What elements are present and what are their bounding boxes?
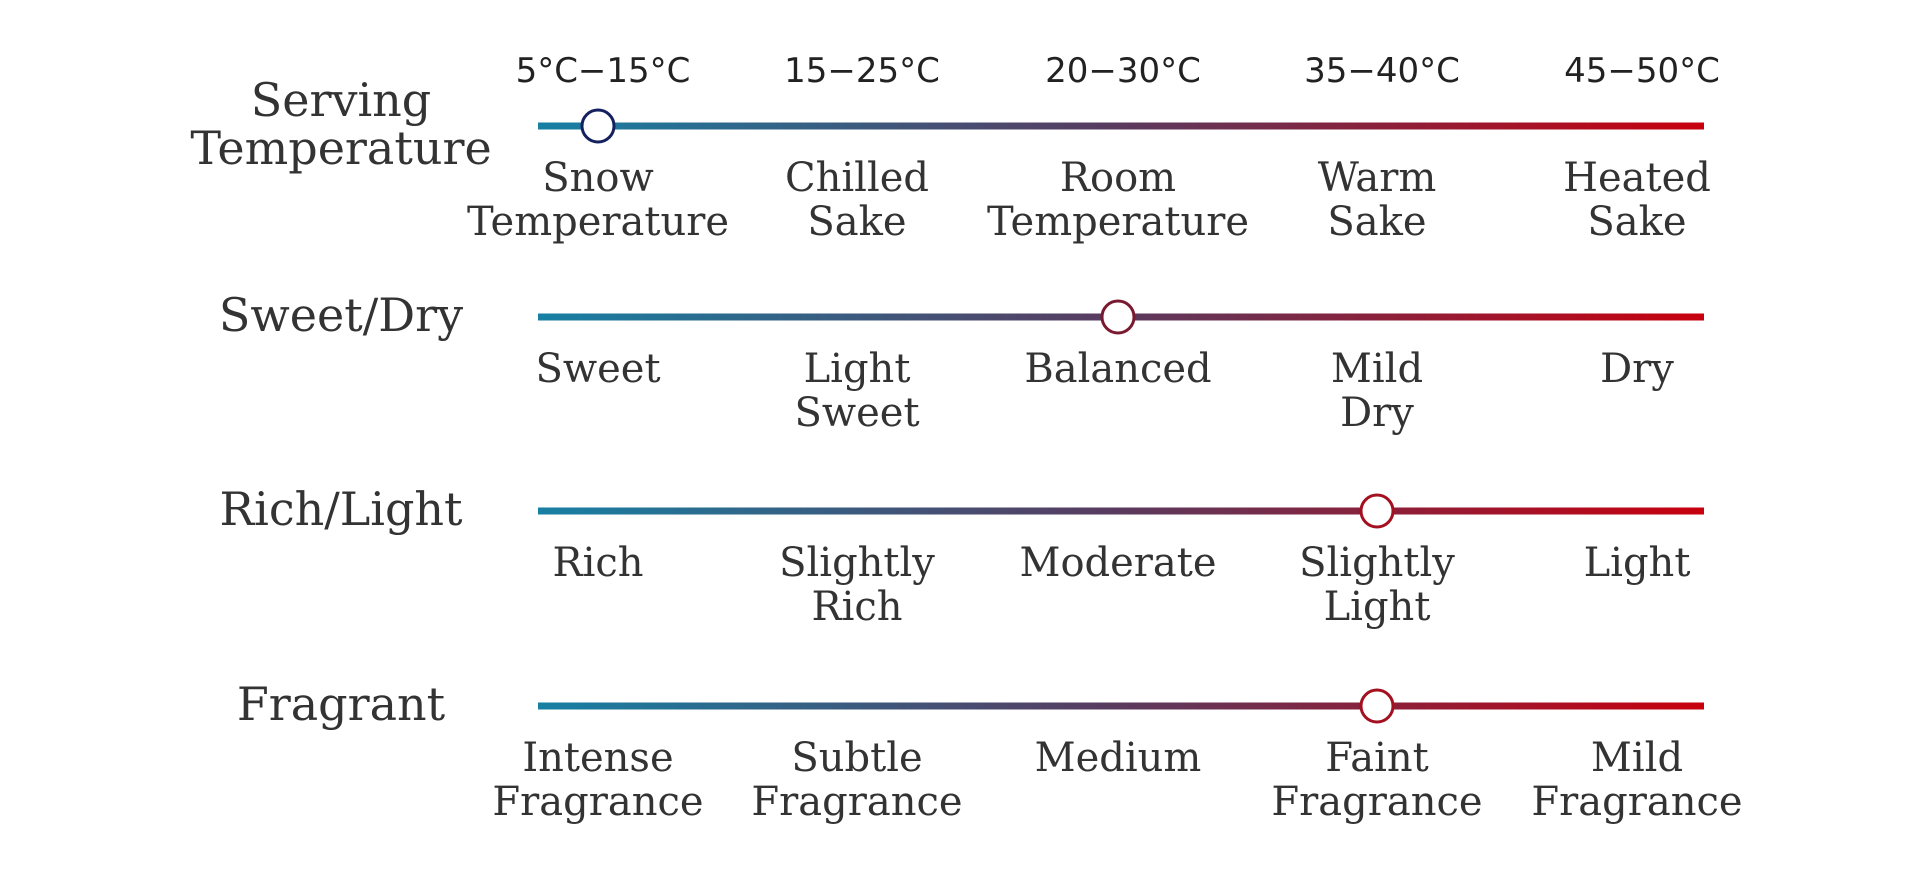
- row-label: Sweet/Dry: [219, 288, 463, 342]
- option-label: Sake: [1327, 199, 1426, 245]
- option-label: Sweet: [794, 390, 919, 436]
- option-label: Dry: [1340, 390, 1414, 436]
- option-label: Rich: [811, 584, 902, 630]
- option-label: Intense: [522, 735, 673, 781]
- option-label: Slightly: [1299, 540, 1455, 586]
- option-label: Fragrance: [1531, 779, 1742, 825]
- temperature-label: 45−50°C: [1564, 51, 1720, 91]
- option-label: Light: [1584, 540, 1691, 586]
- option-label: Mild: [1331, 346, 1423, 392]
- temperature-label: 35−40°C: [1304, 51, 1460, 91]
- option-label: Fragrance: [751, 779, 962, 825]
- option-label: Fragrance: [1271, 779, 1482, 825]
- option-label: Moderate: [1019, 540, 1216, 586]
- marker: [1359, 493, 1395, 529]
- option-label: Slightly: [779, 540, 935, 586]
- marker: [1100, 299, 1136, 335]
- row-label: Rich/Light: [219, 482, 463, 536]
- temperature-label: 15−25°C: [784, 51, 940, 91]
- option-label: Temperature: [987, 199, 1249, 245]
- row-label: Temperature: [190, 121, 491, 175]
- option-label: Sweet: [535, 346, 660, 392]
- option-label: Temperature: [467, 199, 729, 245]
- row-label: Serving: [251, 73, 432, 127]
- temperature-label: 20−30°C: [1045, 51, 1201, 91]
- option-label: Balanced: [1024, 346, 1211, 392]
- option-label: Sake: [1587, 199, 1686, 245]
- option-label: Dry: [1600, 346, 1674, 392]
- option-label: Light: [1324, 584, 1431, 630]
- option-label: Room: [1060, 155, 1176, 201]
- marker: [1359, 688, 1395, 724]
- marker: [580, 108, 616, 144]
- option-label: Snow: [542, 155, 653, 201]
- option-label: Chilled: [785, 155, 929, 201]
- option-label: Mild: [1591, 735, 1683, 781]
- option-label: Medium: [1035, 735, 1202, 781]
- option-label: Heated: [1563, 155, 1711, 201]
- option-label: Rich: [552, 540, 643, 586]
- option-label: Warm: [1318, 155, 1437, 201]
- option-label: Light: [804, 346, 911, 392]
- option-label: Sake: [807, 199, 906, 245]
- option-label: Faint: [1325, 735, 1429, 781]
- option-label: Subtle: [791, 735, 922, 781]
- temperature-label: 5°C−15°C: [516, 51, 691, 91]
- row-label: Fragrant: [237, 677, 446, 731]
- option-label: Fragrance: [492, 779, 703, 825]
